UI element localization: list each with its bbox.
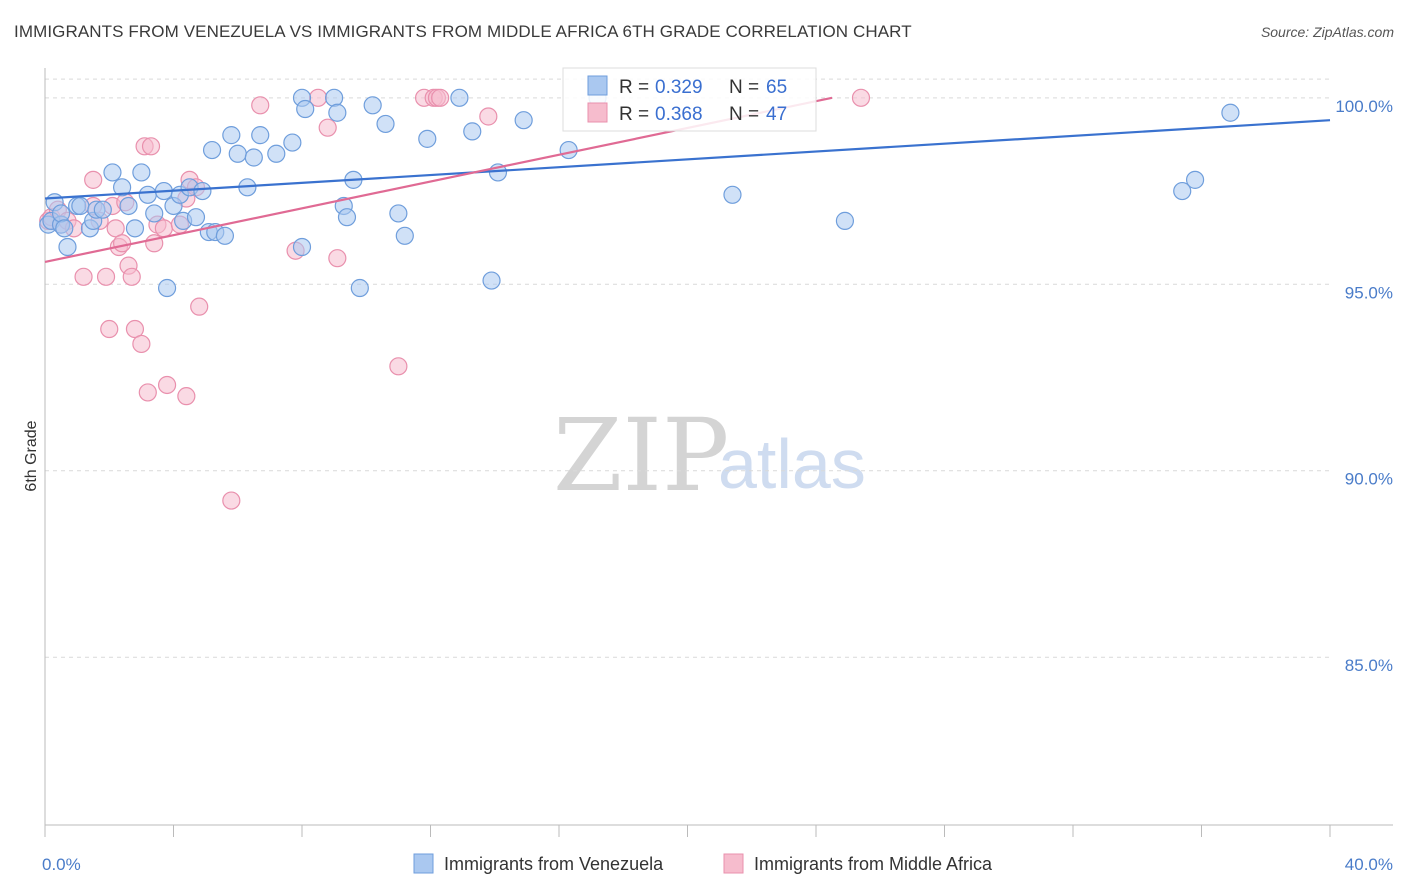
x-tick-label: 0.0% [42, 855, 81, 874]
venezuela-point [193, 181, 212, 201]
middle-africa-point [318, 118, 337, 137]
middle-africa-point [138, 383, 157, 402]
chart-title: IMMIGRANTS FROM VENEZUELA VS IMMIGRANTS … [14, 22, 912, 41]
venezuela-point [1173, 181, 1192, 201]
trend-line-venezuela [44, 119, 1331, 200]
legend-r-label-middle-africa: R = [619, 104, 654, 125]
y-tick-label: 95.0% [1345, 283, 1393, 302]
venezuela-point [514, 111, 533, 130]
series-legend: Immigrants from Venezuela Immigrants fro… [413, 853, 993, 874]
venezuela-point [283, 133, 302, 152]
bottom-legend-label-middle-africa: Immigrants from Middle Africa [754, 854, 993, 874]
venezuela-point [363, 96, 382, 115]
y-tick-labels: 85.0% 90.0% 95.0% 100.0% [1335, 97, 1393, 675]
bottom-legend-swatch-venezuela [413, 853, 434, 874]
venezuela-point [71, 196, 90, 216]
venezuela-point [125, 219, 145, 238]
venezuela-point [157, 278, 177, 298]
venezuela-point [138, 185, 157, 204]
venezuela-point [1221, 103, 1240, 122]
venezuela-point [58, 237, 77, 257]
middle-africa-point [154, 219, 173, 238]
legend-r-label-venezuela: R = [619, 77, 654, 98]
legend-n-label-venezuela: N = [729, 77, 764, 98]
middle-africa-point [157, 375, 177, 395]
middle-africa-point [96, 267, 116, 286]
middle-africa-point [122, 267, 141, 286]
venezuela-point [251, 126, 270, 145]
venezuela-point [1185, 170, 1205, 189]
middle-africa-point [328, 249, 347, 268]
venezuela-point [376, 114, 395, 134]
legend-n-value-venezuela: 65 [766, 77, 787, 98]
middle-africa-point [851, 88, 871, 107]
x-tick-label: 40.0% [1345, 855, 1393, 874]
legend-swatch-middle-africa [587, 102, 608, 123]
venezuela-point [103, 163, 122, 182]
venezuela-point [55, 219, 74, 238]
middle-africa-point [177, 387, 196, 406]
legend-r-value-middle-africa: 0.368 [655, 104, 703, 125]
venezuela-point [835, 211, 855, 230]
venezuela-point [328, 103, 347, 122]
y-axis-label: 6th Grade [23, 420, 40, 491]
venezuela-point [202, 140, 222, 160]
venezuela-point [215, 226, 234, 245]
venezuela-point [337, 208, 357, 227]
middle-africa-point [190, 297, 209, 316]
venezuela-point [244, 148, 263, 167]
middle-africa-point [431, 88, 450, 107]
venezuela-point [559, 140, 578, 160]
venezuela-point [482, 271, 501, 290]
axes [44, 68, 1393, 837]
middle-africa-point [100, 319, 119, 339]
legend-n-value-middle-africa: 47 [766, 104, 787, 125]
venezuela-point [112, 178, 132, 197]
bottom-legend-label-venezuela: Immigrants from Venezuela [444, 854, 664, 874]
y-tick-label: 85.0% [1345, 656, 1393, 675]
venezuela-point [119, 196, 138, 216]
middle-africa-point [222, 491, 241, 510]
middle-africa-point [251, 96, 270, 115]
venezuela-point [723, 185, 742, 204]
middle-africa-point [74, 267, 93, 286]
legend-swatch-venezuela [587, 75, 608, 96]
legend-r-value-venezuela: 0.329 [655, 77, 703, 98]
y-tick-label: 100.0% [1335, 97, 1393, 116]
watermark-atlas: atlas [718, 425, 866, 503]
gridlines [45, 78, 1330, 658]
venezuela-point [418, 129, 437, 148]
middle-africa-point [84, 170, 103, 189]
venezuela-point [296, 99, 315, 119]
legend-n-label-middle-africa: N = [729, 104, 764, 125]
venezuela-point [222, 126, 241, 145]
middle-africa-point [132, 334, 151, 354]
venezuela-point [267, 144, 286, 163]
venezuela-point [132, 163, 151, 182]
middle-africa-point [479, 107, 498, 126]
bottom-legend-swatch-middle-africa [723, 853, 744, 874]
middle-africa-point [112, 234, 132, 253]
middle-africa-point [389, 357, 408, 376]
venezuela-point [145, 204, 164, 223]
venezuela-point [325, 88, 344, 107]
venezuela-point [389, 204, 408, 223]
venezuela-point [228, 144, 247, 163]
venezuela-point [292, 237, 312, 257]
venezuela-point [395, 226, 414, 245]
venezuela-point [51, 204, 71, 223]
venezuela-point [186, 208, 206, 227]
x-tick-labels: 0.0% 40.0% [42, 855, 1393, 874]
source-credit: Source: ZipAtlas.com [1260, 24, 1394, 40]
venezuela-point [463, 122, 482, 141]
watermark-zip: ZIP [553, 397, 729, 514]
venezuela-point [93, 200, 112, 219]
middle-africa-point [141, 137, 161, 156]
y-tick-label: 90.0% [1345, 470, 1393, 489]
venezuela-point [450, 88, 469, 107]
venezuela-point [350, 278, 369, 298]
stats-legend: R = 0.329 N = 65 R = 0.368 N = 47 [562, 67, 817, 132]
